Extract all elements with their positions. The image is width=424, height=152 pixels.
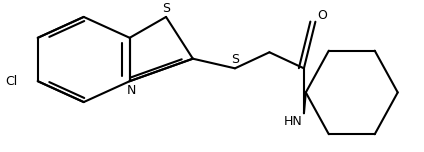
Text: O: O <box>317 9 326 22</box>
Text: S: S <box>162 2 170 15</box>
Text: HN: HN <box>284 115 303 128</box>
Text: Cl: Cl <box>5 75 17 88</box>
Text: S: S <box>231 53 239 66</box>
Text: N: N <box>127 84 137 97</box>
